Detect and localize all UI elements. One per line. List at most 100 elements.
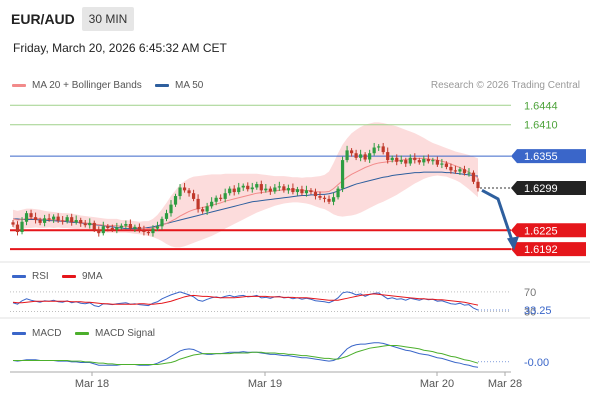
rsi-level-label-30: 30	[524, 307, 536, 319]
x-tick-label: Mar 28	[488, 378, 522, 390]
candle-body	[201, 209, 205, 212]
candle-body	[264, 188, 268, 191]
macd-signal-swatch	[75, 331, 89, 335]
candle-body	[83, 223, 87, 226]
candle-body	[155, 226, 160, 229]
candle-body	[359, 154, 363, 158]
candle-body	[228, 188, 232, 194]
candle-body	[88, 222, 92, 226]
candle-body	[56, 216, 60, 221]
candle-body	[345, 150, 349, 161]
candle-body	[368, 153, 372, 160]
symbol-title: EUR/AUD	[11, 11, 75, 27]
candle-body	[15, 224, 20, 233]
candle-body	[210, 201, 214, 207]
candle-body	[453, 170, 458, 172]
candle-body	[377, 146, 381, 148]
candle-body	[435, 160, 439, 165]
candle-body	[462, 169, 467, 174]
candle-body	[426, 158, 430, 162]
candle-body	[300, 189, 304, 194]
candle-body	[381, 146, 385, 153]
candle-body	[214, 197, 218, 202]
candle-body	[169, 204, 173, 214]
candle-body	[309, 190, 313, 193]
candle-body	[431, 160, 435, 162]
candle-body	[354, 153, 358, 158]
candle-body	[304, 190, 309, 194]
candle-body	[142, 230, 146, 233]
candle-body	[259, 184, 263, 191]
candle-body	[331, 197, 336, 202]
candle-body	[390, 157, 394, 161]
candle-body	[65, 217, 69, 222]
candle-body	[164, 213, 169, 219]
candle-body	[219, 197, 223, 199]
level-label-1.6299: 1.6299	[524, 183, 558, 195]
legend-ma20: MA 20 + Bollinger Bands	[12, 80, 142, 91]
candle-body	[404, 160, 408, 164]
candle-body	[97, 229, 101, 234]
legend-rsi-ma-label: 9MA	[82, 271, 103, 282]
candle-body	[33, 217, 38, 221]
candle-body	[255, 184, 259, 188]
candle-body	[223, 193, 227, 199]
rsi-line	[12, 291, 479, 311]
level-label-1.6225: 1.6225	[524, 225, 558, 237]
candle-body	[277, 186, 281, 188]
forecast-arrow	[481, 189, 515, 244]
candle-body	[313, 192, 318, 197]
level-tag-1.6192	[511, 242, 586, 257]
timeframe-button[interactable]: 30 MIN	[82, 7, 134, 31]
legend-macd-signal: MACD Signal	[75, 328, 155, 339]
candle-body	[327, 198, 331, 202]
candle-body	[151, 228, 155, 234]
candle-body	[408, 157, 412, 164]
candle-body	[178, 187, 182, 197]
candle-body	[340, 160, 345, 189]
candle-body	[458, 169, 462, 172]
candle-body	[467, 172, 471, 174]
candle-body	[119, 225, 123, 228]
candle-body	[349, 150, 354, 154]
candle-body	[196, 198, 200, 210]
rsi-ma-swatch	[62, 274, 76, 278]
rsi-last-value: 33.25	[524, 305, 552, 317]
candle-body	[372, 147, 376, 154]
candle-body	[471, 172, 476, 182]
candle-body	[124, 224, 128, 226]
candle-body	[74, 220, 78, 223]
legend-macd-signal-label: MACD Signal	[95, 328, 156, 339]
candle-body	[273, 187, 277, 192]
legend-macd-label: MACD	[32, 328, 62, 339]
legend-ma20-label: MA 20 + Bollinger Bands	[32, 80, 142, 91]
candle-body	[20, 221, 24, 233]
candle-body	[476, 181, 480, 189]
candle-body	[282, 186, 286, 191]
level-tag-1.6225	[511, 223, 586, 238]
x-tick-label: Mar 20	[420, 378, 454, 390]
legend-ma50: MA 50	[155, 80, 203, 91]
candle-body	[237, 187, 241, 193]
bollinger-band	[13, 122, 478, 248]
candle-body	[29, 213, 33, 218]
candle-body	[336, 188, 340, 198]
candle-body	[115, 227, 119, 230]
candle-body	[24, 213, 29, 222]
candle-body	[241, 185, 245, 188]
candle-body	[322, 197, 327, 199]
legend-rsi-ma: 9MA	[62, 271, 103, 282]
candle-body	[318, 196, 322, 198]
candle-body	[246, 185, 250, 190]
rsi-swatch	[12, 274, 26, 278]
level-label-1.6355: 1.6355	[524, 151, 558, 163]
candle-body	[137, 226, 142, 231]
candle-body	[43, 218, 47, 223]
candle-body	[250, 187, 254, 190]
candle-body	[417, 160, 421, 163]
candle-body	[395, 157, 399, 162]
candle-body	[386, 152, 390, 161]
level-tag-1.6355	[511, 149, 586, 164]
candle-body	[106, 226, 110, 229]
candle-body	[101, 226, 105, 234]
